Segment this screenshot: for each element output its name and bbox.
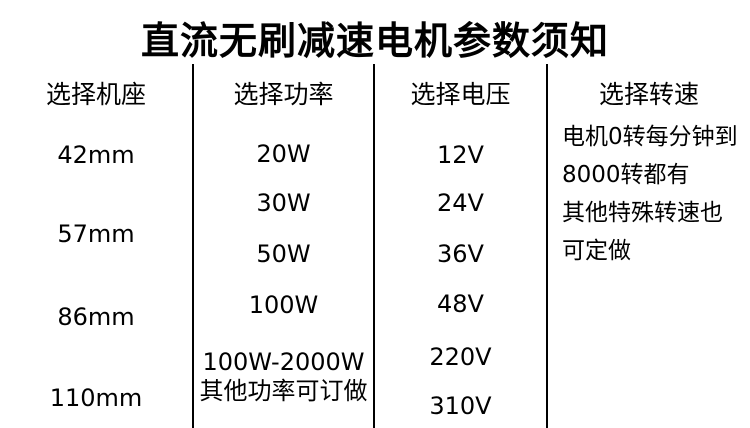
power-option: 100W	[248, 291, 319, 319]
speed-note-line: 8000转都有	[562, 162, 690, 188]
column-header-power: 选择功率	[233, 80, 334, 109]
speed-note-line: 可定做	[562, 238, 631, 264]
frame-size-option: 42mm	[57, 141, 135, 169]
speed-note-line: 其他特殊转速也	[562, 200, 723, 226]
speed-note-line: 电机0转每分钟到	[562, 124, 738, 150]
voltage-option: 310V	[429, 392, 492, 420]
column-voltage: 选择电压 12V 24V 36V 48V 220V 310V	[375, 0, 546, 428]
voltage-option: 36V	[437, 240, 484, 268]
column-frame-size: 选择机座 42mm 57mm 86mm 110mm	[0, 0, 192, 428]
frame-size-option: 86mm	[57, 303, 135, 331]
column-header-speed: 选择转速	[598, 80, 699, 109]
power-option: 100W-2000W	[202, 348, 365, 376]
voltage-option: 24V	[437, 189, 484, 217]
power-option: 30W	[256, 189, 311, 217]
voltage-option: 220V	[429, 343, 492, 371]
column-header-frame-size: 选择机座	[45, 80, 146, 109]
column-speed: 选择转速 电机0转每分钟到 8000转都有 其他特殊转速也 可定做	[548, 0, 750, 428]
column-divider-3	[546, 64, 548, 428]
page-title: 直流无刷减速电机参数须知	[140, 19, 609, 63]
column-divider-1	[192, 64, 194, 428]
speed-note: 电机0转每分钟到 8000转都有 其他特殊转速也 可定做	[562, 118, 748, 270]
power-option: 20W	[256, 140, 311, 168]
column-divider-2	[373, 64, 375, 428]
frame-size-option: 110mm	[49, 384, 143, 412]
voltage-option: 48V	[437, 290, 484, 318]
voltage-option: 12V	[437, 141, 484, 169]
column-header-voltage: 选择电压	[410, 80, 511, 109]
power-option: 50W	[256, 240, 311, 268]
power-custom-note: 其他功率可订做	[199, 377, 368, 405]
frame-size-option: 57mm	[57, 220, 135, 248]
column-power: 选择功率 20W 30W 50W 100W 100W-2000W 其他功率可订做	[194, 0, 373, 428]
